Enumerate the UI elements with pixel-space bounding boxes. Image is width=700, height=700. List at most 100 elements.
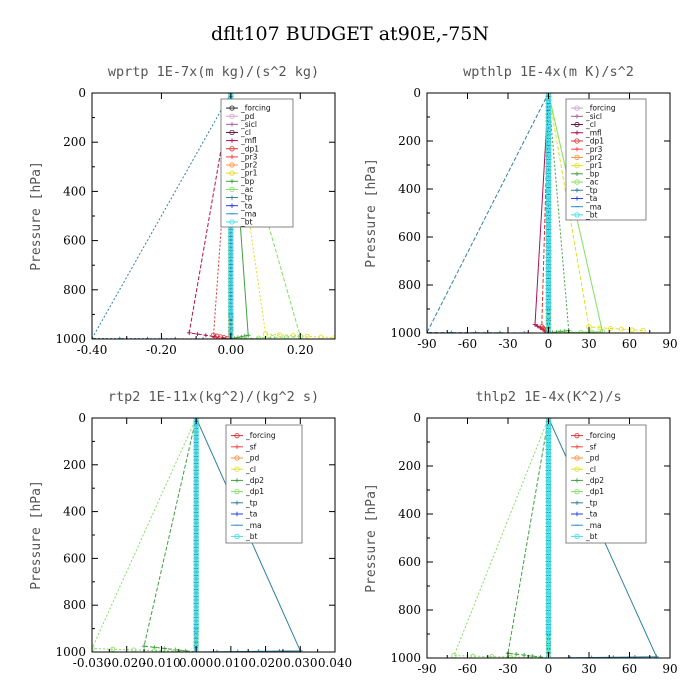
- series-marker: [193, 597, 199, 603]
- series-marker: [545, 226, 552, 233]
- legend-label: _forcing: [240, 104, 271, 113]
- series-marker: [545, 300, 552, 306]
- series-tp: [427, 93, 551, 333]
- series-marker: [545, 111, 552, 117]
- series-marker: [193, 593, 199, 600]
- series-marker: [545, 258, 552, 264]
- series-marker: [228, 300, 234, 306]
- legend-entry: _forcing: [571, 104, 616, 113]
- series-marker: [611, 655, 616, 658]
- series-marker: [290, 333, 296, 338]
- series-marker: [545, 244, 552, 250]
- y-tick-label: 0: [413, 411, 421, 425]
- x-tick-label: -30: [498, 337, 517, 351]
- series-marker: [545, 495, 552, 502]
- series-marker: [545, 544, 552, 551]
- series-marker: [545, 488, 552, 495]
- legend-label: _forcing: [245, 431, 276, 440]
- series-marker: [193, 450, 199, 456]
- legend-marker: [574, 163, 580, 169]
- series-marker: [256, 335, 262, 339]
- x-tick-label: 60: [622, 337, 637, 351]
- x-tick-label: 0: [545, 662, 553, 676]
- x-tick-label: -30: [498, 662, 517, 676]
- legend-entry: _ac: [226, 185, 253, 194]
- series-marker: [546, 646, 551, 651]
- series-line: [453, 418, 549, 658]
- legend-entry: _dp2: [231, 476, 264, 485]
- series-marker: [545, 146, 552, 152]
- legend-marker: [229, 179, 235, 184]
- legend-marker: [574, 212, 580, 218]
- series-marker: [92, 645, 95, 652]
- legend-label: _tp: [585, 186, 598, 195]
- legend-label: _dp2: [245, 476, 264, 485]
- series-marker: [545, 219, 552, 226]
- legend-label: _bt: [245, 532, 258, 541]
- legend-marker: [229, 162, 235, 168]
- legend-entry: _tp: [231, 498, 258, 507]
- x-tick-label: -0.20: [146, 343, 177, 357]
- series-marker: [193, 457, 199, 463]
- legend-entry: _sf: [571, 442, 597, 451]
- series-marker: [538, 655, 543, 658]
- series-marker: [545, 548, 552, 554]
- series-marker: [545, 432, 552, 439]
- series-marker: [193, 425, 199, 432]
- series-line: [427, 93, 549, 333]
- series-marker: [193, 481, 199, 488]
- series-marker: [545, 478, 552, 484]
- legend-label: _sf: [585, 442, 597, 451]
- series-marker: [228, 240, 234, 247]
- series-marker: [172, 648, 178, 652]
- y-axis-label: Pressure [hPa]: [29, 480, 44, 590]
- legend-marker: [234, 488, 240, 495]
- legend-box: [565, 98, 647, 221]
- series-marker: [214, 333, 220, 339]
- series-marker: [545, 107, 552, 114]
- y-tick-label: 1000: [55, 332, 86, 346]
- series-marker: [193, 485, 199, 491]
- y-tick-label: 400: [398, 182, 421, 196]
- legend-marker: [234, 533, 240, 540]
- series-line: [92, 93, 232, 339]
- legend-entry: _ma: [571, 521, 602, 530]
- legend-entry: _cl: [226, 128, 251, 137]
- plot-frame: [91, 92, 336, 340]
- series-marker: [193, 523, 199, 530]
- series-marker: [545, 153, 552, 159]
- legend-entry: _pr3: [571, 145, 603, 154]
- legend-marker: [234, 466, 240, 472]
- series-marker: [545, 233, 552, 240]
- series-marker: [545, 282, 552, 289]
- series-marker: [545, 471, 552, 477]
- legend-marker: [574, 488, 580, 495]
- legend-entry: _cl: [571, 465, 596, 474]
- series-marker: [545, 167, 552, 173]
- series-marker: [489, 654, 495, 658]
- y-tick-label: 600: [63, 551, 86, 565]
- x-tick-label: 30: [581, 662, 596, 676]
- legend-label: _ma: [585, 521, 602, 530]
- panel-title: rtp2 1E-11x(kg^2)/(kg^2 s): [108, 389, 319, 405]
- series-marker: [318, 334, 324, 339]
- legend-marker: [229, 154, 235, 160]
- legend-label: _ta: [585, 510, 597, 519]
- series-marker: [545, 237, 552, 243]
- legend-label: _cl: [585, 120, 596, 129]
- y-tick-label: 600: [63, 234, 86, 248]
- y-tick-label: 1000: [390, 651, 421, 665]
- series-marker: [540, 325, 546, 331]
- legend-marker: [574, 105, 580, 111]
- series-marker: [195, 332, 200, 337]
- legend-marker: [229, 219, 235, 225]
- legend-marker: [574, 478, 580, 483]
- legend-label: _ac: [240, 185, 253, 194]
- series-marker: [183, 648, 188, 652]
- legend-marker: [574, 511, 580, 517]
- data-area: [427, 93, 646, 333]
- legend-marker: [234, 511, 240, 517]
- series-marker: [545, 303, 552, 310]
- series-marker: [545, 576, 552, 582]
- legend-entry: _bt: [571, 532, 598, 541]
